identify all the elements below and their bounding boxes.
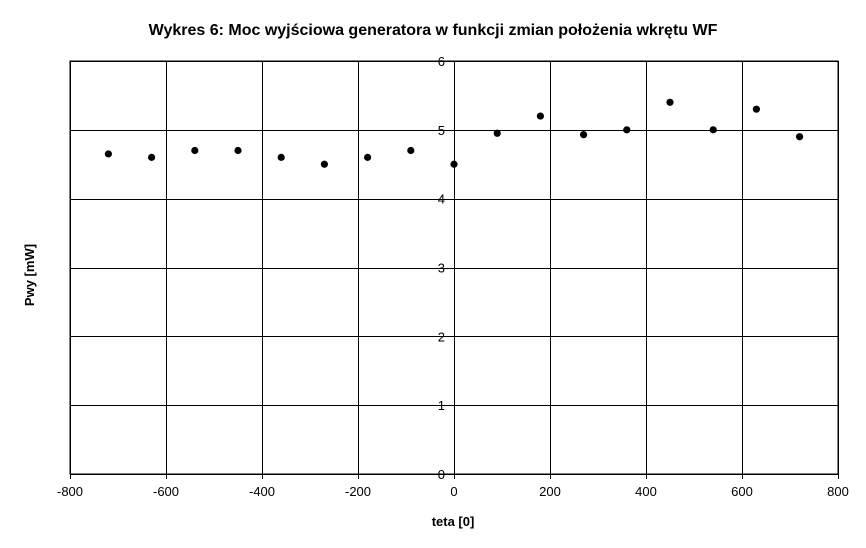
- x-tick-label: 800: [827, 484, 849, 499]
- data-point: [709, 126, 717, 134]
- data-point: [580, 131, 588, 139]
- y-tick-label: 0: [438, 467, 445, 482]
- x-axis-label: teta [0]: [432, 514, 475, 529]
- data-point: [191, 146, 199, 155]
- x-tick-label: -400: [249, 484, 275, 499]
- y-tick-label: 5: [438, 123, 445, 138]
- data-point: [234, 146, 242, 155]
- x-tick-label: 400: [635, 484, 657, 499]
- data-point: [623, 126, 631, 134]
- data-point: [796, 133, 804, 141]
- x-tick-label: -600: [153, 484, 179, 499]
- x-tick-label: 600: [731, 484, 753, 499]
- x-tick-label: -200: [345, 484, 371, 499]
- x-tick-label: 200: [539, 484, 561, 499]
- data-point: [277, 153, 285, 161]
- y-tick-label: 1: [438, 398, 445, 413]
- data-series: [104, 98, 804, 168]
- y-tick-label: 2: [438, 329, 445, 344]
- y-tick-label: 3: [438, 261, 445, 276]
- y-tick-label: 4: [438, 192, 445, 207]
- y-axis-label: Pwy [mW]: [22, 244, 37, 306]
- grid: [70, 61, 839, 479]
- x-axis-ticks: -800 -600 -400 -200 0 200 400 600 800: [57, 484, 849, 499]
- data-point: [450, 160, 458, 168]
- data-point: [104, 150, 112, 158]
- data-point: [320, 160, 328, 168]
- data-point: [536, 112, 545, 120]
- y-axis-ticks: 0 1 2 3 4 5 6: [438, 54, 445, 482]
- data-point: [364, 153, 372, 161]
- data-point: [148, 153, 156, 161]
- x-tick-label: -800: [57, 484, 83, 499]
- data-point: [666, 98, 674, 106]
- x-tick-label: 0: [450, 484, 457, 499]
- chart-title: Wykres 6: Moc wyjściowa generatora w fun…: [149, 22, 718, 39]
- data-point: [493, 129, 501, 137]
- y-tick-label: 6: [438, 54, 445, 69]
- data-point: [407, 146, 415, 155]
- data-point: [752, 105, 761, 113]
